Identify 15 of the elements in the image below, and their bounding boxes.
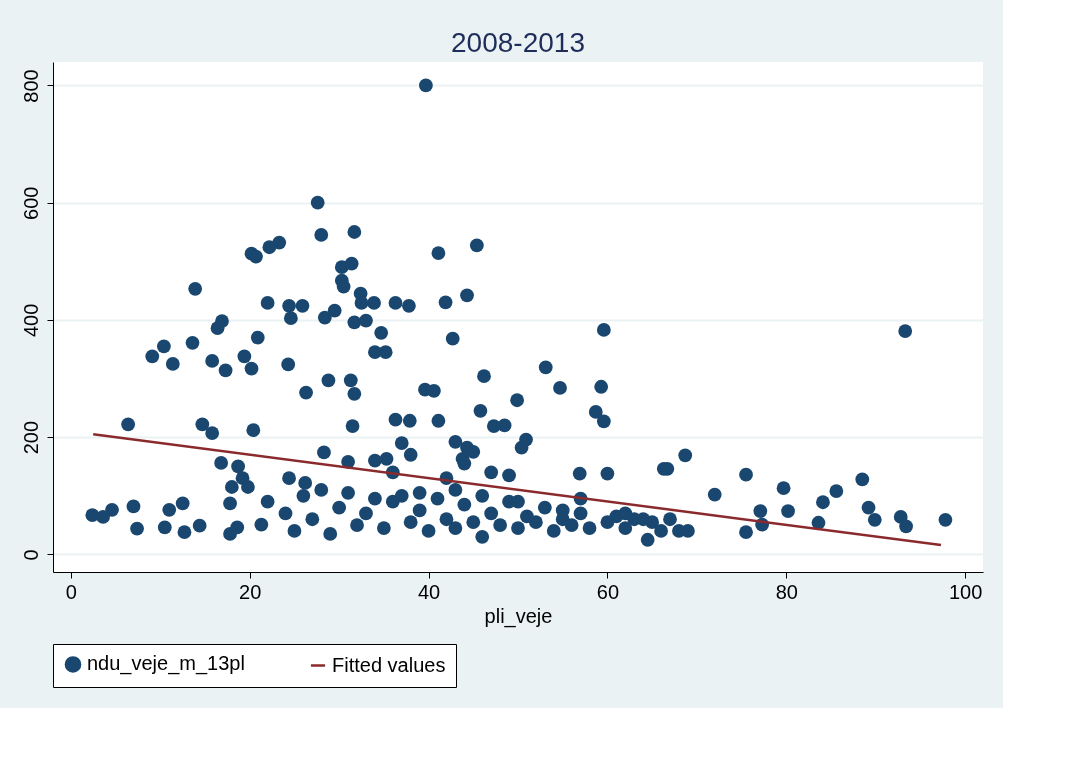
x-axis-title: pli_veje [484,604,553,628]
legend-label: ndu_veje_m_13pl [87,652,245,676]
legend-label: Fitted values [332,653,446,676]
x-tick-label: 40 [417,580,441,603]
y-tick-label: 600 [19,186,42,220]
y-tick-label: 800 [19,69,42,103]
y-tick-label: 200 [19,420,42,455]
chart-title: 2008-2013 [451,27,585,58]
x-tick-label: 20 [239,580,262,603]
x-tick-label: 100 [948,580,983,603]
y-tick-label: 0 [19,549,42,561]
x-tick-label: 60 [596,580,620,603]
x-tick-label: 80 [775,580,798,603]
x-tick-label: 0 [65,580,77,603]
y-tick-label: 400 [19,303,42,338]
